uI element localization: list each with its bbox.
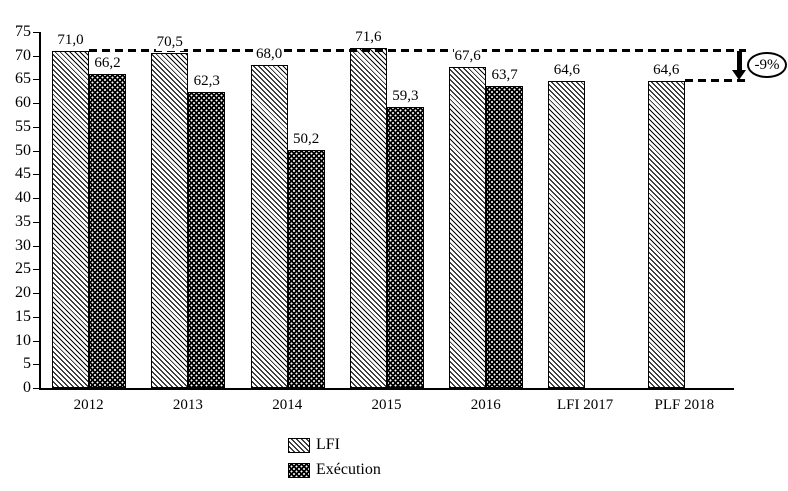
bar-execution-2016 (486, 85, 524, 388)
value-label-execution-2014: 50,2 (291, 130, 321, 148)
y-axis-tick (33, 269, 39, 271)
lfi-hatch-swatch-icon (288, 437, 310, 453)
lower-dashed-reference-line (684, 79, 746, 83)
value-label-lfi-2013: 70,5 (155, 34, 184, 52)
y-axis-line (39, 32, 41, 388)
y-axis-tick (33, 293, 39, 295)
value-label-lfi-2014: 68,0 (254, 46, 284, 64)
y-axis-tick (33, 174, 39, 176)
bar-execution-2012 (89, 73, 126, 388)
bar-execution-2015 (386, 106, 424, 388)
value-label-execution-2015: 59,3 (391, 87, 420, 105)
y-axis-tick-label: 5 (23, 355, 31, 373)
y-axis-tick-label: 55 (15, 117, 31, 135)
chart-legend: LFI Exécution (288, 437, 381, 487)
value-label-execution-2013: 62,3 (192, 73, 221, 91)
y-axis-tick (33, 316, 39, 318)
x-axis-line (39, 388, 734, 390)
down-arrow-head-icon (732, 70, 746, 81)
y-axis-tick (33, 340, 39, 342)
y-axis-tick (33, 198, 39, 200)
x-axis-label: 2013 (172, 397, 203, 413)
x-axis-label: 2016 (470, 397, 501, 413)
y-axis-tick (33, 245, 39, 247)
y-axis-tick-label: 40 (15, 189, 31, 207)
bar-lfi-2012 (52, 50, 89, 388)
value-label-execution-2016: 63,7 (490, 66, 519, 84)
y-axis-tick (33, 221, 39, 223)
down-arrow-shaft (736, 50, 742, 72)
execution-dots-swatch-icon (288, 462, 310, 478)
x-axis-label: 2015 (371, 397, 402, 413)
x-axis-label: LFI 2017 (556, 397, 614, 413)
bar-lfi-plf-2018 (647, 81, 685, 388)
y-axis-tick-label: 0 (23, 379, 31, 396)
percent-change-label: -9% (754, 56, 780, 73)
y-axis-tick (33, 55, 39, 57)
x-axis-label: 2014 (272, 397, 303, 413)
bar-execution-2014 (287, 149, 325, 388)
bar-lfi-2016 (449, 67, 487, 388)
y-axis-tick-label: 50 (15, 141, 31, 159)
percent-change-badge: -9% (747, 51, 787, 79)
y-axis-tick (33, 388, 39, 389)
y-axis-tick (33, 126, 39, 128)
y-axis-tick (33, 364, 39, 366)
y-axis-tick (33, 32, 39, 33)
y-axis-tick-label: 25 (15, 260, 31, 278)
legend-label-execution: Exécution (316, 461, 381, 478)
y-axis-tick (33, 150, 39, 152)
y-axis-tick-label: 70 (15, 46, 31, 64)
x-axis-label: 2012 (73, 397, 104, 413)
y-axis-tick-label: 15 (15, 307, 31, 325)
bar-lfi-2015 (349, 48, 387, 388)
y-axis-tick-label: 20 (15, 284, 31, 302)
y-axis-tick-label: 60 (15, 94, 31, 112)
bar-lfi-2014 (250, 65, 288, 388)
y-axis-tick-label: 65 (15, 70, 31, 88)
bar-lfi-2013 (151, 53, 189, 388)
legend-item-execution: Exécution (288, 462, 381, 478)
x-axis-label: PLF 2018 (654, 397, 715, 413)
legend-item-lfi: LFI (288, 437, 381, 453)
value-label-lfi-2015: 71,6 (354, 29, 383, 47)
y-axis-tick-label: 10 (15, 331, 31, 349)
legend-label-lfi: LFI (316, 436, 340, 453)
y-axis-tick (33, 79, 39, 81)
bar-lfi-lfi-2017 (548, 81, 586, 388)
upper-dashed-reference-line (89, 48, 746, 52)
y-axis-tick-label: 30 (15, 236, 31, 254)
y-axis-tick-label: 75 (15, 23, 31, 40)
bar-execution-2013 (188, 92, 226, 388)
value-label-lfi-plf-2018: 64,6 (652, 62, 681, 80)
value-label-lfi-2012: 71,0 (56, 31, 85, 49)
y-axis-tick-label: 45 (15, 165, 31, 183)
value-label-execution-2012: 66,2 (93, 54, 122, 72)
value-label-lfi-lfi-2017: 64,6 (552, 62, 582, 80)
y-axis-tick-label: 35 (15, 212, 31, 230)
y-axis-tick (33, 103, 39, 105)
value-label-lfi-2016: 67,6 (453, 48, 482, 66)
